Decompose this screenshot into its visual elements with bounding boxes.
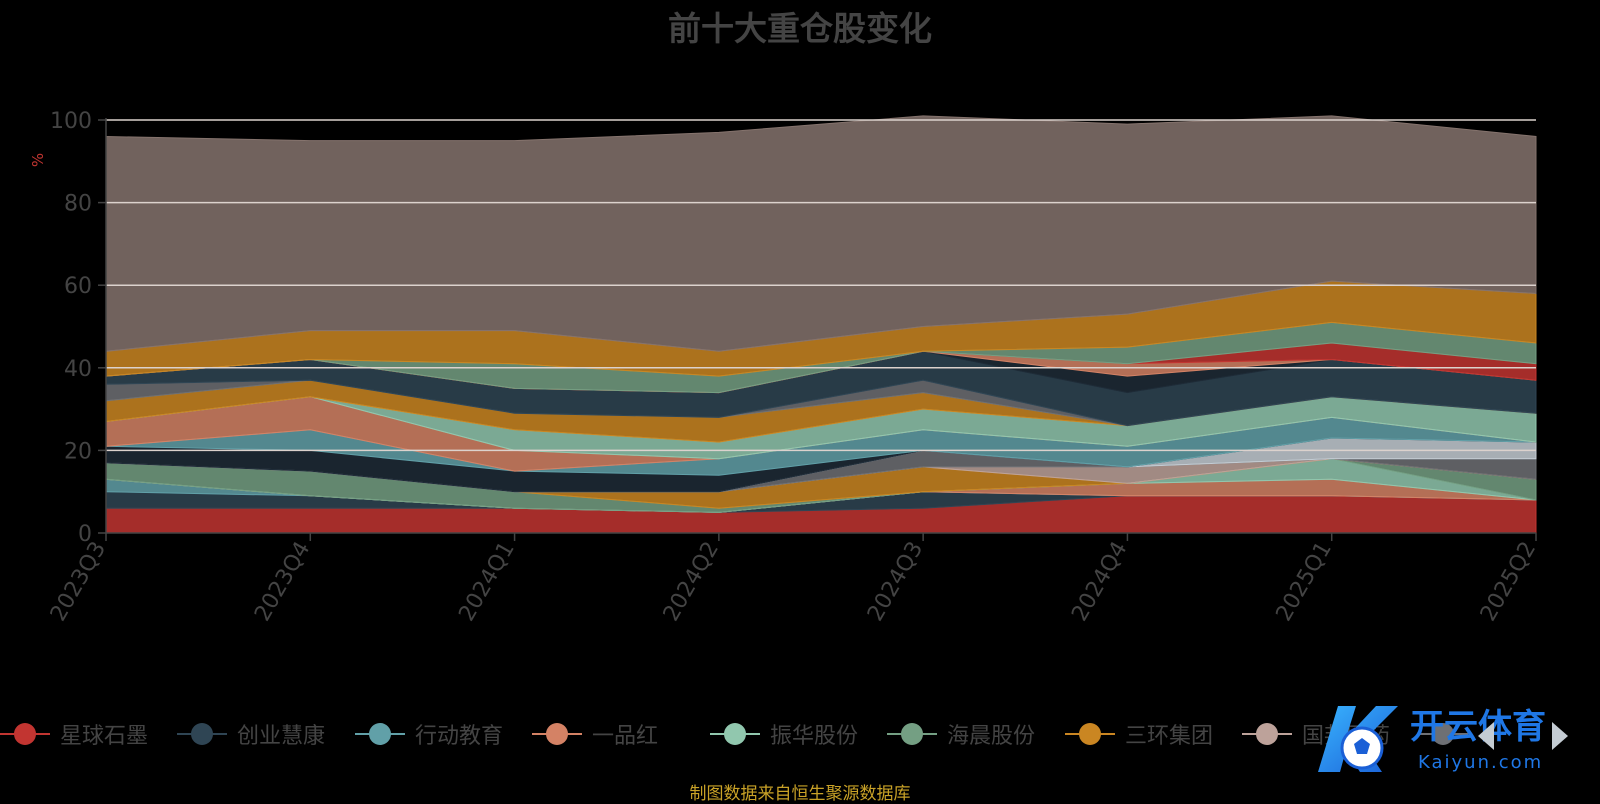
x-tick-label: 2025Q1 (1272, 538, 1337, 626)
legend-label: 创业慧康 (237, 724, 326, 749)
y-tick-label: 40 (64, 357, 92, 382)
legend-label: 星球石墨 (60, 724, 149, 749)
legend-item[interactable] (1418, 716, 1478, 752)
legend-symbol (1418, 716, 1468, 752)
legend-symbol (1065, 716, 1115, 752)
legend: 星球石墨创业慧康行动教育一品红振华股份海晨股份三环集团国邦医药 (0, 716, 1600, 752)
x-tick-label: 2025Q2 (1476, 538, 1541, 626)
legend-item[interactable]: 行动教育 (355, 716, 503, 752)
y-tick-label: 0 (78, 522, 92, 547)
legend-symbol (710, 716, 760, 752)
x-tick-label: 2024Q4 (1067, 538, 1132, 626)
legend-symbol (532, 716, 582, 752)
x-tick-label: 2024Q1 (454, 538, 519, 626)
x-tick-label: 2023Q4 (250, 538, 315, 626)
area-series-24 (105, 115, 1537, 352)
data-source-note: 制图数据来自恒生聚源数据库 (689, 784, 911, 804)
watermark-site: Kaiyun.com (1418, 752, 1543, 773)
legend-symbol (1242, 716, 1292, 752)
legend-prev-arrow[interactable] (1478, 722, 1494, 750)
legend-item[interactable]: 一品红 (532, 716, 658, 752)
legend-next-arrow[interactable] (1552, 722, 1568, 750)
x-tick-label: 2024Q3 (863, 538, 928, 626)
gridlines (106, 119, 1536, 452)
legend-label: 三环集团 (1125, 724, 1214, 749)
y-tick-label: 20 (64, 439, 92, 464)
legend-item[interactable]: 创业慧康 (177, 716, 325, 752)
y-tick-label: 60 (64, 274, 92, 299)
y-tick-label: 80 (64, 192, 92, 217)
x-tick-label: 2023Q3 (46, 538, 111, 626)
y-axis-label: % (29, 153, 47, 167)
area-layers (105, 115, 1537, 534)
chart-title: 前十大重仓股变化 (668, 9, 932, 48)
y-tick-label: 100 (50, 109, 92, 134)
legend-label: 海晨股份 (947, 724, 1036, 749)
legend-label: 一品红 (592, 724, 659, 749)
legend-symbol (887, 716, 937, 752)
legend-label: 振华股份 (770, 724, 859, 749)
x-tick-label: 2024Q2 (659, 538, 724, 626)
legend-item[interactable]: 星球石墨 (0, 716, 148, 752)
legend-symbol (355, 716, 405, 752)
legend-symbol (177, 716, 227, 752)
legend-label: 行动教育 (415, 724, 504, 749)
legend-item[interactable]: 振华股份 (710, 716, 858, 752)
legend-item[interactable]: 海晨股份 (887, 716, 1035, 752)
legend-item[interactable]: 三环集团 (1065, 716, 1213, 752)
legend-symbol (0, 716, 50, 752)
